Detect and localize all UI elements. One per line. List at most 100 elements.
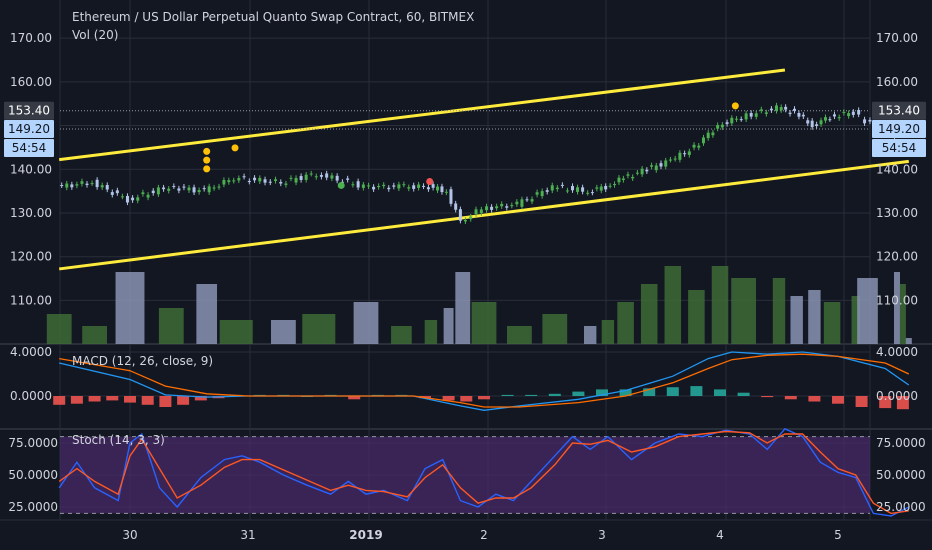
chart-title: Ethereum / US Dollar Perpetual Quanto Sw…: [72, 10, 475, 24]
trend-line: [59, 159, 909, 271]
price-series: [60, 102, 909, 225]
candle-body: [136, 197, 140, 201]
candle-body: [485, 206, 489, 211]
candle-body: [294, 177, 298, 183]
candle-body: [115, 190, 119, 194]
candle-body: [469, 216, 473, 220]
candle-body: [697, 145, 701, 148]
macd-hist-bar: [501, 394, 514, 396]
candle-body: [711, 132, 715, 136]
signal-dot: [731, 102, 739, 110]
candle-body: [356, 181, 360, 188]
candle-body: [182, 186, 186, 188]
volume-bar: [302, 314, 336, 344]
candle-body: [797, 113, 801, 117]
candle-body: [560, 184, 564, 186]
y-tick-right: 25.0000: [876, 500, 926, 514]
volume-bar: [808, 290, 821, 344]
macd-hist-bar: [159, 396, 172, 407]
candle-body: [284, 183, 288, 185]
candle-body: [387, 187, 391, 190]
candle-body: [490, 206, 494, 210]
candle-body: [810, 120, 814, 128]
candle-body: [842, 111, 846, 113]
macd-hist-bar: [478, 396, 490, 400]
macd-hist-bar: [714, 389, 726, 396]
x-tick: 2019: [349, 528, 382, 542]
candle-body: [716, 125, 720, 129]
candle-body: [372, 186, 376, 190]
candle-body: [586, 192, 590, 194]
candle-body: [187, 187, 191, 191]
candle-body: [110, 192, 114, 195]
candle-body: [227, 180, 231, 183]
candle-body: [678, 152, 682, 160]
candle-body: [237, 178, 241, 181]
candle-body: [759, 109, 763, 111]
candle-body: [720, 124, 724, 128]
x-tick: 4: [716, 528, 724, 542]
macd-hist-bar: [666, 387, 679, 396]
candle-body: [595, 187, 599, 189]
candle-body: [422, 185, 426, 187]
candle-body: [706, 132, 710, 139]
candle-body: [299, 176, 303, 180]
current-price-badge-left-bg: [4, 120, 54, 139]
y-tick-left: 120.00: [10, 250, 52, 264]
candle-body: [247, 181, 251, 183]
y-tick-left: 0.0000: [10, 389, 52, 403]
candle-body: [125, 195, 129, 203]
macd-hist-bar: [596, 389, 608, 396]
volume-bar: [731, 278, 756, 344]
candle-body: [314, 176, 318, 178]
macd-hist-bar: [737, 392, 750, 396]
trend-lines[interactable]: [59, 68, 909, 271]
signal-markers: [203, 102, 739, 189]
candle-body: [631, 176, 635, 179]
candle-body: [212, 187, 216, 189]
volume-bar: [353, 302, 379, 344]
macd-hist-bar: [177, 396, 190, 405]
y-tick-right: 4.0000: [876, 345, 918, 359]
signal-dot: [231, 144, 239, 152]
y-tick-right: 50.0000: [876, 468, 926, 482]
volume-bar: [424, 320, 438, 344]
candle-body: [407, 187, 411, 189]
volume-bar: [507, 326, 532, 344]
volume-bar: [617, 302, 634, 344]
candle-body: [449, 189, 453, 204]
candle-body: [172, 186, 176, 188]
candle-body: [749, 113, 753, 117]
candle-body: [325, 173, 329, 178]
candle-body: [60, 185, 64, 187]
volume-bar: [640, 284, 658, 344]
candle-body: [162, 187, 166, 190]
candle-body: [382, 184, 386, 187]
candle-body: [550, 185, 554, 191]
x-tick: 31: [240, 528, 255, 542]
candle-body: [70, 184, 74, 188]
candle-body: [851, 111, 855, 115]
volume-bar: [46, 314, 72, 344]
candle-body: [754, 113, 758, 117]
candle-body: [654, 165, 658, 171]
candle-body: [436, 186, 440, 191]
x-tick: 3: [598, 528, 606, 542]
candle-body: [80, 181, 84, 184]
y-tick-left: 140.00: [10, 162, 52, 176]
candle-body: [515, 201, 519, 205]
y-tick-left: 110.00: [10, 293, 52, 307]
macd-hist-bar: [194, 396, 207, 401]
y-tick-right: 170.00: [876, 31, 918, 45]
y-tick-right: 140.00: [876, 162, 918, 176]
volume-bar: [158, 308, 184, 344]
y-tick-right: 160.00: [876, 75, 918, 89]
stoch-k-line: [58, 428, 910, 517]
x-tick: 2: [480, 528, 488, 542]
y-tick-left: 4.0000: [10, 345, 52, 359]
candle-body: [274, 179, 278, 181]
candle-body: [474, 209, 478, 215]
candle-body: [764, 112, 768, 114]
candle-body: [725, 122, 729, 124]
